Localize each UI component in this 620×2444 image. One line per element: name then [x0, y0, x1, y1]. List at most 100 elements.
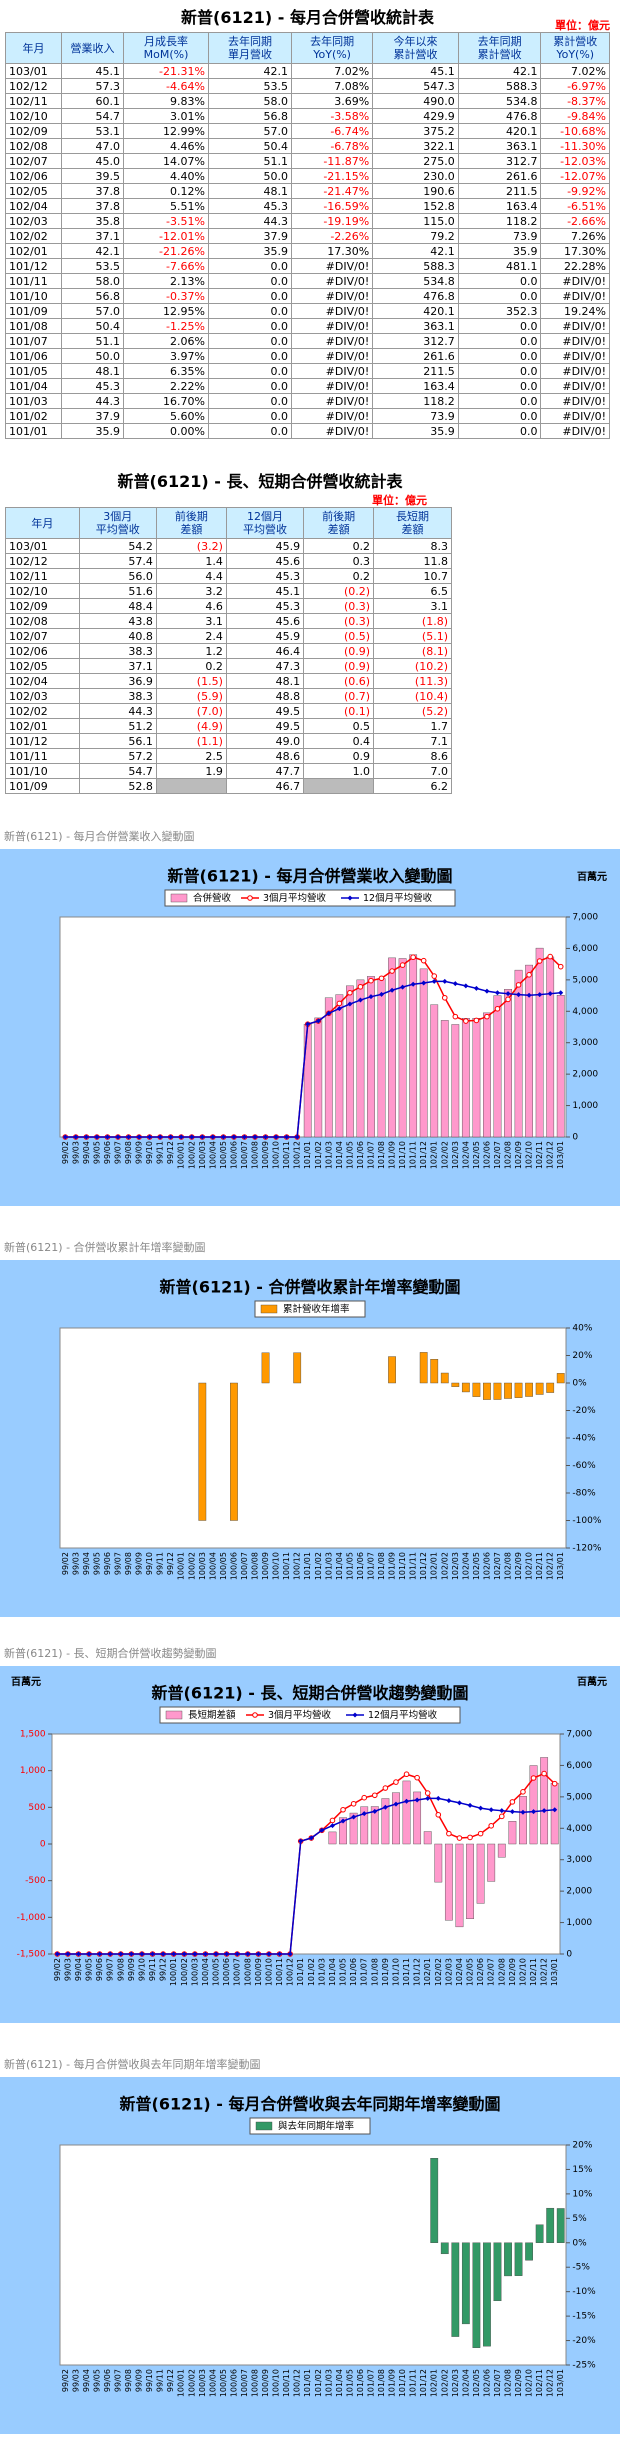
x-tick-label: 101/11	[402, 1958, 411, 1986]
line-marker	[473, 985, 479, 991]
cell: 5.60%	[123, 408, 209, 424]
line-marker	[336, 1000, 343, 1007]
x-tick-label: 102/10	[525, 2369, 534, 2397]
chart: 新普(6121) - 每月合併營業收入變動圖 百萬元 0 1,000 2,000 3,00…	[0, 849, 620, 1206]
y-tick-label: 6,000	[572, 944, 598, 954]
x-tick-label: 101/08	[377, 1141, 386, 1169]
x-tick-label: 102/10	[518, 1958, 527, 1986]
line-marker	[104, 1134, 110, 1140]
x-tick-label: 102/12	[540, 1958, 549, 1986]
bar	[370, 1806, 379, 1845]
cell: 56.8	[60, 288, 125, 304]
cell: 261.6	[457, 168, 542, 184]
bar	[546, 2207, 555, 2243]
cell: 0.0	[207, 408, 292, 424]
x-tick-label: 99/07	[113, 2369, 122, 2392]
cell: 40.8	[78, 628, 157, 644]
cell: 44.3	[207, 213, 292, 229]
line-marker	[520, 1789, 526, 1795]
x-tick-label: 102/03	[451, 1552, 460, 1580]
y-tick-label: 500	[28, 1803, 45, 1813]
cell: (3.2)	[155, 538, 227, 554]
cell: (10.2)	[373, 658, 452, 674]
x-tick-label: 99/11	[156, 2369, 165, 2392]
cell: #DIV/0!	[290, 348, 374, 364]
cell: 101/06	[5, 348, 62, 364]
x-tick-label: 101/09	[381, 1958, 390, 1986]
header-cell: 今年以來 累計營收	[372, 32, 459, 64]
x-tick-label: 100/05	[219, 2369, 228, 2397]
cell: 14.07%	[123, 153, 209, 169]
line-marker	[150, 1951, 156, 1957]
x-tick-label: 101/01	[303, 1552, 312, 1580]
legend-box	[164, 889, 456, 907]
x-tick-label: 100/09	[261, 1141, 270, 1169]
line-marker	[552, 1807, 558, 1813]
legend-box	[254, 1300, 366, 1318]
cell: 0.2	[303, 538, 375, 554]
header-cell: 累計營收 YoY(%)	[540, 32, 610, 64]
x-tick-label: 100/11	[282, 1552, 291, 1580]
cell: 0.0	[207, 378, 292, 394]
row: 102/09 48.4 4.6 45.3 (0.3) 3.1	[5, 598, 452, 614]
bar	[451, 1024, 460, 1138]
y-tick-label: 20%	[572, 1351, 592, 1361]
x-tick-label: 102/08	[504, 1552, 513, 1580]
cell: 1.7	[373, 718, 452, 734]
x-tick-label: 99/12	[159, 1958, 168, 1981]
bar	[535, 1382, 544, 1395]
cell: 102/05	[5, 183, 62, 199]
row: 102/01 42.1 -21.26% 35.9 17.30% 42.1 35.9 17.30…	[5, 243, 610, 259]
cell: 3.01%	[123, 108, 209, 124]
x-tick-label: 99/02	[61, 1141, 70, 1164]
header-cell: 營業收入	[60, 32, 125, 64]
cell: -7.66%	[123, 258, 209, 274]
line-marker	[210, 1134, 216, 1140]
x-tick-label: 103/01	[556, 2369, 565, 2397]
row: 102/04 36.9 (1.5) 48.1 (0.6) (11.3)	[5, 673, 452, 689]
bar	[514, 2242, 523, 2276]
cell: 101/12	[5, 733, 80, 749]
cell: 118.2	[372, 393, 459, 409]
header-cell: 年月	[5, 507, 80, 539]
cell: 56.1	[78, 733, 157, 749]
cell: -2.66%	[540, 213, 610, 229]
bar	[472, 1017, 481, 1138]
cell: 0.0	[207, 333, 292, 349]
x-tick-label: 101/09	[388, 2369, 397, 2397]
cell: (5.9)	[155, 688, 227, 704]
cell: 48.6	[225, 748, 305, 764]
chart: 新普(6121) - 每月合併營收與去年同期年增率變動圖 -25% -20% -15%…	[0, 2077, 620, 2434]
cell: 1.4	[155, 553, 227, 569]
bar	[293, 1352, 302, 1384]
cell: #DIV/0!	[540, 273, 610, 289]
cell: 43.8	[78, 613, 157, 629]
line-marker	[160, 1951, 166, 1957]
table-unit: 單位：億元	[372, 494, 427, 507]
x-tick-label: 100/04	[208, 1552, 217, 1580]
cell: 8.3	[373, 538, 452, 554]
bar	[525, 1382, 533, 1397]
line-marker	[361, 1794, 368, 1801]
line-marker	[551, 1780, 558, 1787]
line-marker	[530, 1775, 537, 1781]
line-marker	[467, 1802, 473, 1808]
cell: 0.0	[207, 303, 292, 319]
line-marker	[107, 1951, 113, 1957]
cell: 0.4	[303, 733, 375, 749]
cell: #DIV/0!	[540, 318, 610, 334]
row: 101/06 50.0 3.97% 0.0 #DIV/0! 261.6 0.0 #DIV/0!	[5, 348, 610, 364]
cell: 44.3	[60, 393, 125, 409]
cell: 0.0	[457, 333, 542, 349]
cell: 79.2	[372, 228, 459, 244]
cell: 57.0	[207, 123, 292, 139]
y-tick-label: -20%	[572, 1406, 596, 1416]
cell: 101/04	[5, 378, 62, 394]
line-marker	[488, 1822, 495, 1829]
x-tick-label: 99/08	[116, 1958, 125, 1981]
cell: 2.13%	[123, 273, 209, 289]
y-tick-label: -10%	[572, 2287, 596, 2297]
cell: 101/09	[5, 778, 80, 794]
empty-cell	[303, 778, 375, 794]
line-marker	[347, 989, 353, 996]
